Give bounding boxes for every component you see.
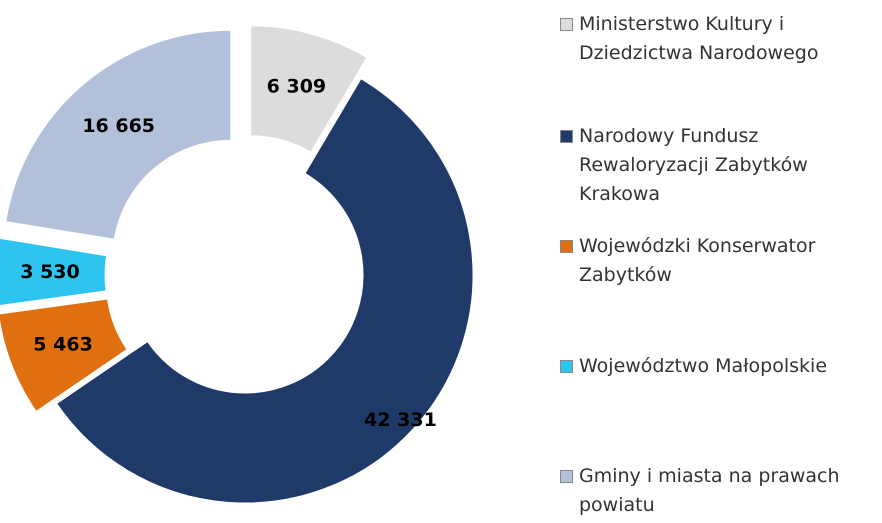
donut-segment: [0, 237, 108, 306]
donut-segment: [56, 78, 474, 504]
legend-label: Wojewódzki Konserwator Zabytków: [579, 235, 816, 286]
legend-swatch: [560, 470, 573, 483]
donut-segment: [5, 29, 232, 240]
data-label: 16 665: [82, 115, 155, 137]
legend-item: Wojewódzki Konserwator Zabytków: [560, 232, 880, 290]
data-label: 5 463: [33, 334, 93, 356]
legend-swatch: [560, 240, 573, 253]
data-label: 6 309: [267, 75, 327, 97]
legend-item: Województwo Małopolskie: [560, 352, 880, 381]
legend-label: Narodowy Fundusz Rewaloryzacji Zabytków …: [579, 125, 808, 205]
legend-swatch: [560, 18, 573, 31]
donut-segment: [250, 25, 368, 153]
data-label: 42 331: [364, 409, 437, 431]
legend-item: Narodowy Fundusz Rewaloryzacji Zabytków …: [560, 122, 880, 209]
legend-swatch: [560, 130, 573, 143]
legend-swatch: [560, 360, 573, 373]
data-label: 3 530: [20, 261, 80, 283]
legend-label: Gminy i miasta na prawach powiatu: [579, 465, 840, 516]
donut-chart: 6 309 42 331 5 463 3 530 16 665: [0, 25, 474, 504]
legend-label: Województwo Małopolskie: [579, 355, 828, 377]
legend-item: Ministerstwo Kultury i Dziedzictwa Narod…: [560, 10, 880, 68]
legend-item: Gminy i miasta na prawach powiatu: [560, 462, 880, 520]
donut-segment: [0, 298, 128, 413]
legend-label: Ministerstwo Kultury i Dziedzictwa Narod…: [579, 13, 819, 64]
